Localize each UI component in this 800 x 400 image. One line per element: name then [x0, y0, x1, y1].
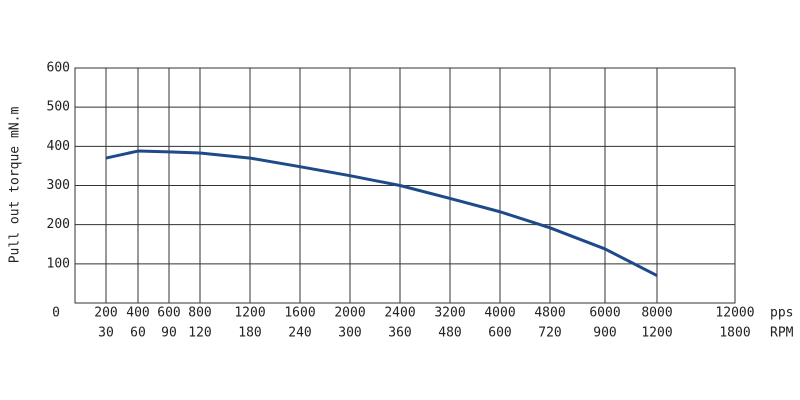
- x-tick-label: 12000: [715, 306, 754, 321]
- x2-tick-label: 120: [188, 326, 211, 341]
- x2-tick-label: 30: [98, 326, 114, 341]
- x2-tick-label: 240: [288, 326, 311, 341]
- x2-tick-label: 600: [488, 326, 511, 341]
- y-tick-label: 400: [47, 139, 70, 154]
- x2-tick-label: 300: [338, 326, 361, 341]
- x2-tick-label: 1800: [719, 326, 750, 341]
- x-tick-label: 1200: [234, 306, 265, 321]
- x-tick-label: 2000: [334, 306, 365, 321]
- x2-tick-label: 360: [388, 326, 411, 341]
- x2-tick-label: 900: [593, 326, 616, 341]
- x-tick-label: 8000: [641, 306, 672, 321]
- x-tick-label: 6000: [589, 306, 620, 321]
- y-tick-label: 300: [47, 178, 70, 193]
- x2-tick-label: 60: [130, 326, 146, 341]
- x2-tick-label: 480: [438, 326, 461, 341]
- x-tick-label: 4800: [534, 306, 565, 321]
- x-tick-label: 3200: [434, 306, 465, 321]
- line-series: [105, 149, 658, 277]
- x2-unit: RPM: [770, 326, 794, 341]
- x-tick-label: 1600: [284, 306, 315, 321]
- y-tick-label: 0: [52, 306, 60, 321]
- x-tick-label: 2400: [384, 306, 415, 321]
- y-axis-label: Pull out torque mN.m: [8, 107, 23, 264]
- y-tick-label: 600: [47, 61, 70, 76]
- y-tick-label: 200: [47, 217, 70, 232]
- x2-tick-label: 1200: [641, 326, 672, 341]
- x-tick-label: 200: [94, 306, 117, 321]
- y-tick-label: 500: [47, 100, 70, 115]
- x2-tick-label: 180: [238, 326, 261, 341]
- x2-tick-label: 90: [161, 326, 177, 341]
- x-tick-label: 4000: [484, 306, 515, 321]
- x-tick-label: 400: [126, 306, 149, 321]
- x2-tick-label: 720: [538, 326, 561, 341]
- x-unit: pps: [770, 306, 793, 321]
- y-tick-label: 100: [47, 256, 70, 271]
- x-tick-label: 800: [188, 306, 211, 321]
- x-tick-label: 600: [157, 306, 180, 321]
